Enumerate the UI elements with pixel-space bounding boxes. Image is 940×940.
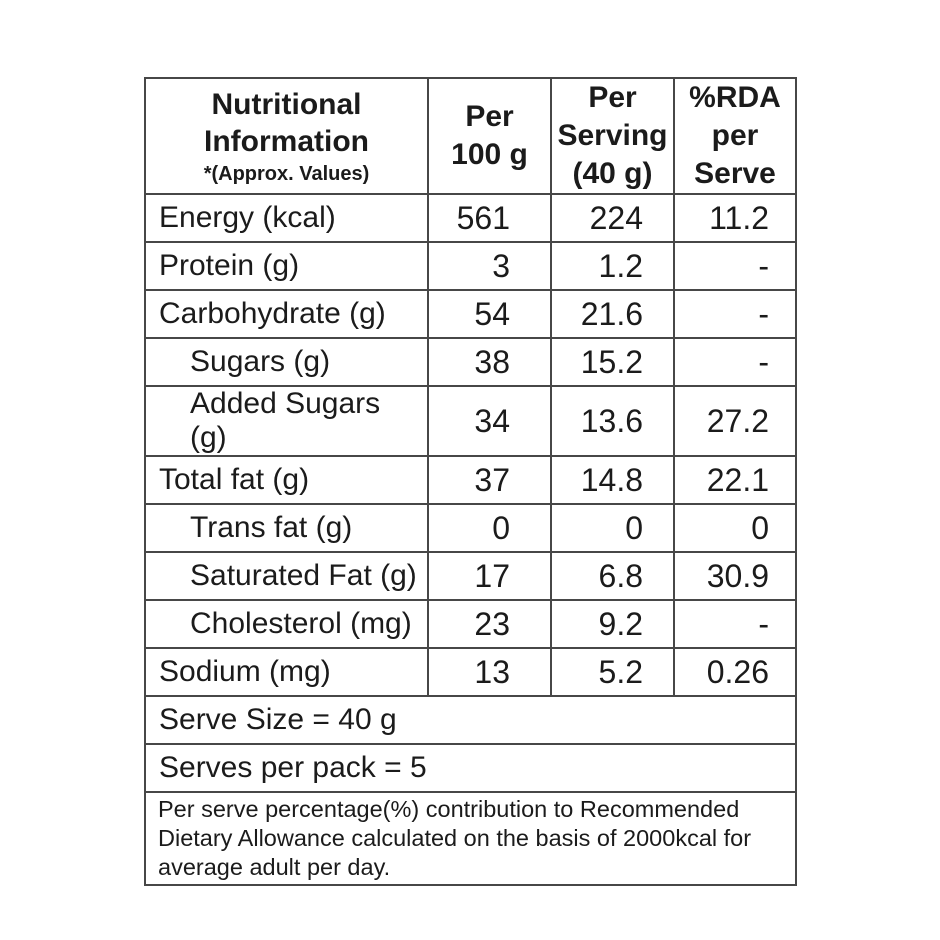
value-rda: 11.2 <box>673 193 797 243</box>
row-label: Protein (g) <box>144 241 429 291</box>
row-label: Energy (kcal) <box>144 193 429 243</box>
value-per-serving: 15.2 <box>550 337 675 387</box>
value-per-100g: 37 <box>427 455 552 505</box>
serves-per-pack-text: Serves per pack = 5 <box>144 743 797 793</box>
value-per-serving: 1.2 <box>550 241 675 291</box>
value-rda: 22.1 <box>673 455 797 505</box>
value-per-serving: 0 <box>550 503 675 553</box>
footnote-row: Per serve percentage(%) contribution to … <box>144 791 797 886</box>
serve-size-text: Serve Size = 40 g <box>144 695 797 745</box>
header-col-per-serving: Per Serving (40 g) <box>550 77 675 195</box>
header-col-rda: %RDA per Serve <box>673 77 797 195</box>
footnote-text: Per serve percentage(%) contribution to … <box>144 791 797 886</box>
header-title: Nutritional Information <box>204 88 369 158</box>
serves-per-pack-row: Serves per pack = 5 <box>144 743 797 793</box>
value-per-100g: 38 <box>427 337 552 387</box>
value-rda: 0 <box>673 503 797 553</box>
value-per-100g: 0 <box>427 503 552 553</box>
value-rda: 30.9 <box>673 551 797 601</box>
value-per-100g: 561 <box>427 193 552 243</box>
value-per-100g: 54 <box>427 289 552 339</box>
table-row-sugars: Sugars (g) 38 15.2 - <box>144 337 797 387</box>
table-row-saturated-fat: Saturated Fat (g) 17 6.8 30.9 <box>144 551 797 601</box>
value-per-serving: 13.6 <box>550 385 675 457</box>
header-nutritional-information: Nutritional Information *(Approx. Values… <box>144 77 429 195</box>
table-row-sodium: Sodium (mg) 13 5.2 0.26 <box>144 647 797 697</box>
table-row-energy: Energy (kcal) 561 224 11.2 <box>144 193 797 243</box>
value-per-serving: 6.8 <box>550 551 675 601</box>
value-rda: - <box>673 289 797 339</box>
row-label: Sugars (g) <box>144 337 429 387</box>
value-per-serving: 21.6 <box>550 289 675 339</box>
header-subtitle: *(Approx. Values) <box>203 163 370 185</box>
table-row-protein: Protein (g) 3 1.2 - <box>144 241 797 291</box>
value-per-100g: 23 <box>427 599 552 649</box>
value-rda: 0.26 <box>673 647 797 697</box>
nutrition-facts-table: Nutritional Information *(Approx. Values… <box>144 77 797 886</box>
value-rda: - <box>673 241 797 291</box>
row-label: Total fat (g) <box>144 455 429 505</box>
row-label: Trans fat (g) <box>144 503 429 553</box>
row-label: Carbohydrate (g) <box>144 289 429 339</box>
value-per-serving: 224 <box>550 193 675 243</box>
serve-size-row: Serve Size = 40 g <box>144 695 797 745</box>
table-row-cholesterol: Cholesterol (mg) 23 9.2 - <box>144 599 797 649</box>
value-per-serving: 5.2 <box>550 647 675 697</box>
value-per-serving: 9.2 <box>550 599 675 649</box>
row-label: Sodium (mg) <box>144 647 429 697</box>
value-per-100g: 34 <box>427 385 552 457</box>
value-rda: 27.2 <box>673 385 797 457</box>
table-row-carbohydrate: Carbohydrate (g) 54 21.6 - <box>144 289 797 339</box>
table-row-total-fat: Total fat (g) 37 14.8 22.1 <box>144 455 797 505</box>
table-header-row: Nutritional Information *(Approx. Values… <box>144 77 797 195</box>
row-label: Saturated Fat (g) <box>144 551 429 601</box>
table-row-added-sugars: Added Sugars (g) 34 13.6 27.2 <box>144 385 797 457</box>
row-label: Added Sugars (g) <box>144 385 429 457</box>
header-col-per-100g: Per 100 g <box>427 77 552 195</box>
value-per-serving: 14.8 <box>550 455 675 505</box>
value-per-100g: 13 <box>427 647 552 697</box>
value-per-100g: 3 <box>427 241 552 291</box>
value-rda: - <box>673 599 797 649</box>
row-label: Cholesterol (mg) <box>144 599 429 649</box>
value-rda: - <box>673 337 797 387</box>
table-row-trans-fat: Trans fat (g) 0 0 0 <box>144 503 797 553</box>
value-per-100g: 17 <box>427 551 552 601</box>
